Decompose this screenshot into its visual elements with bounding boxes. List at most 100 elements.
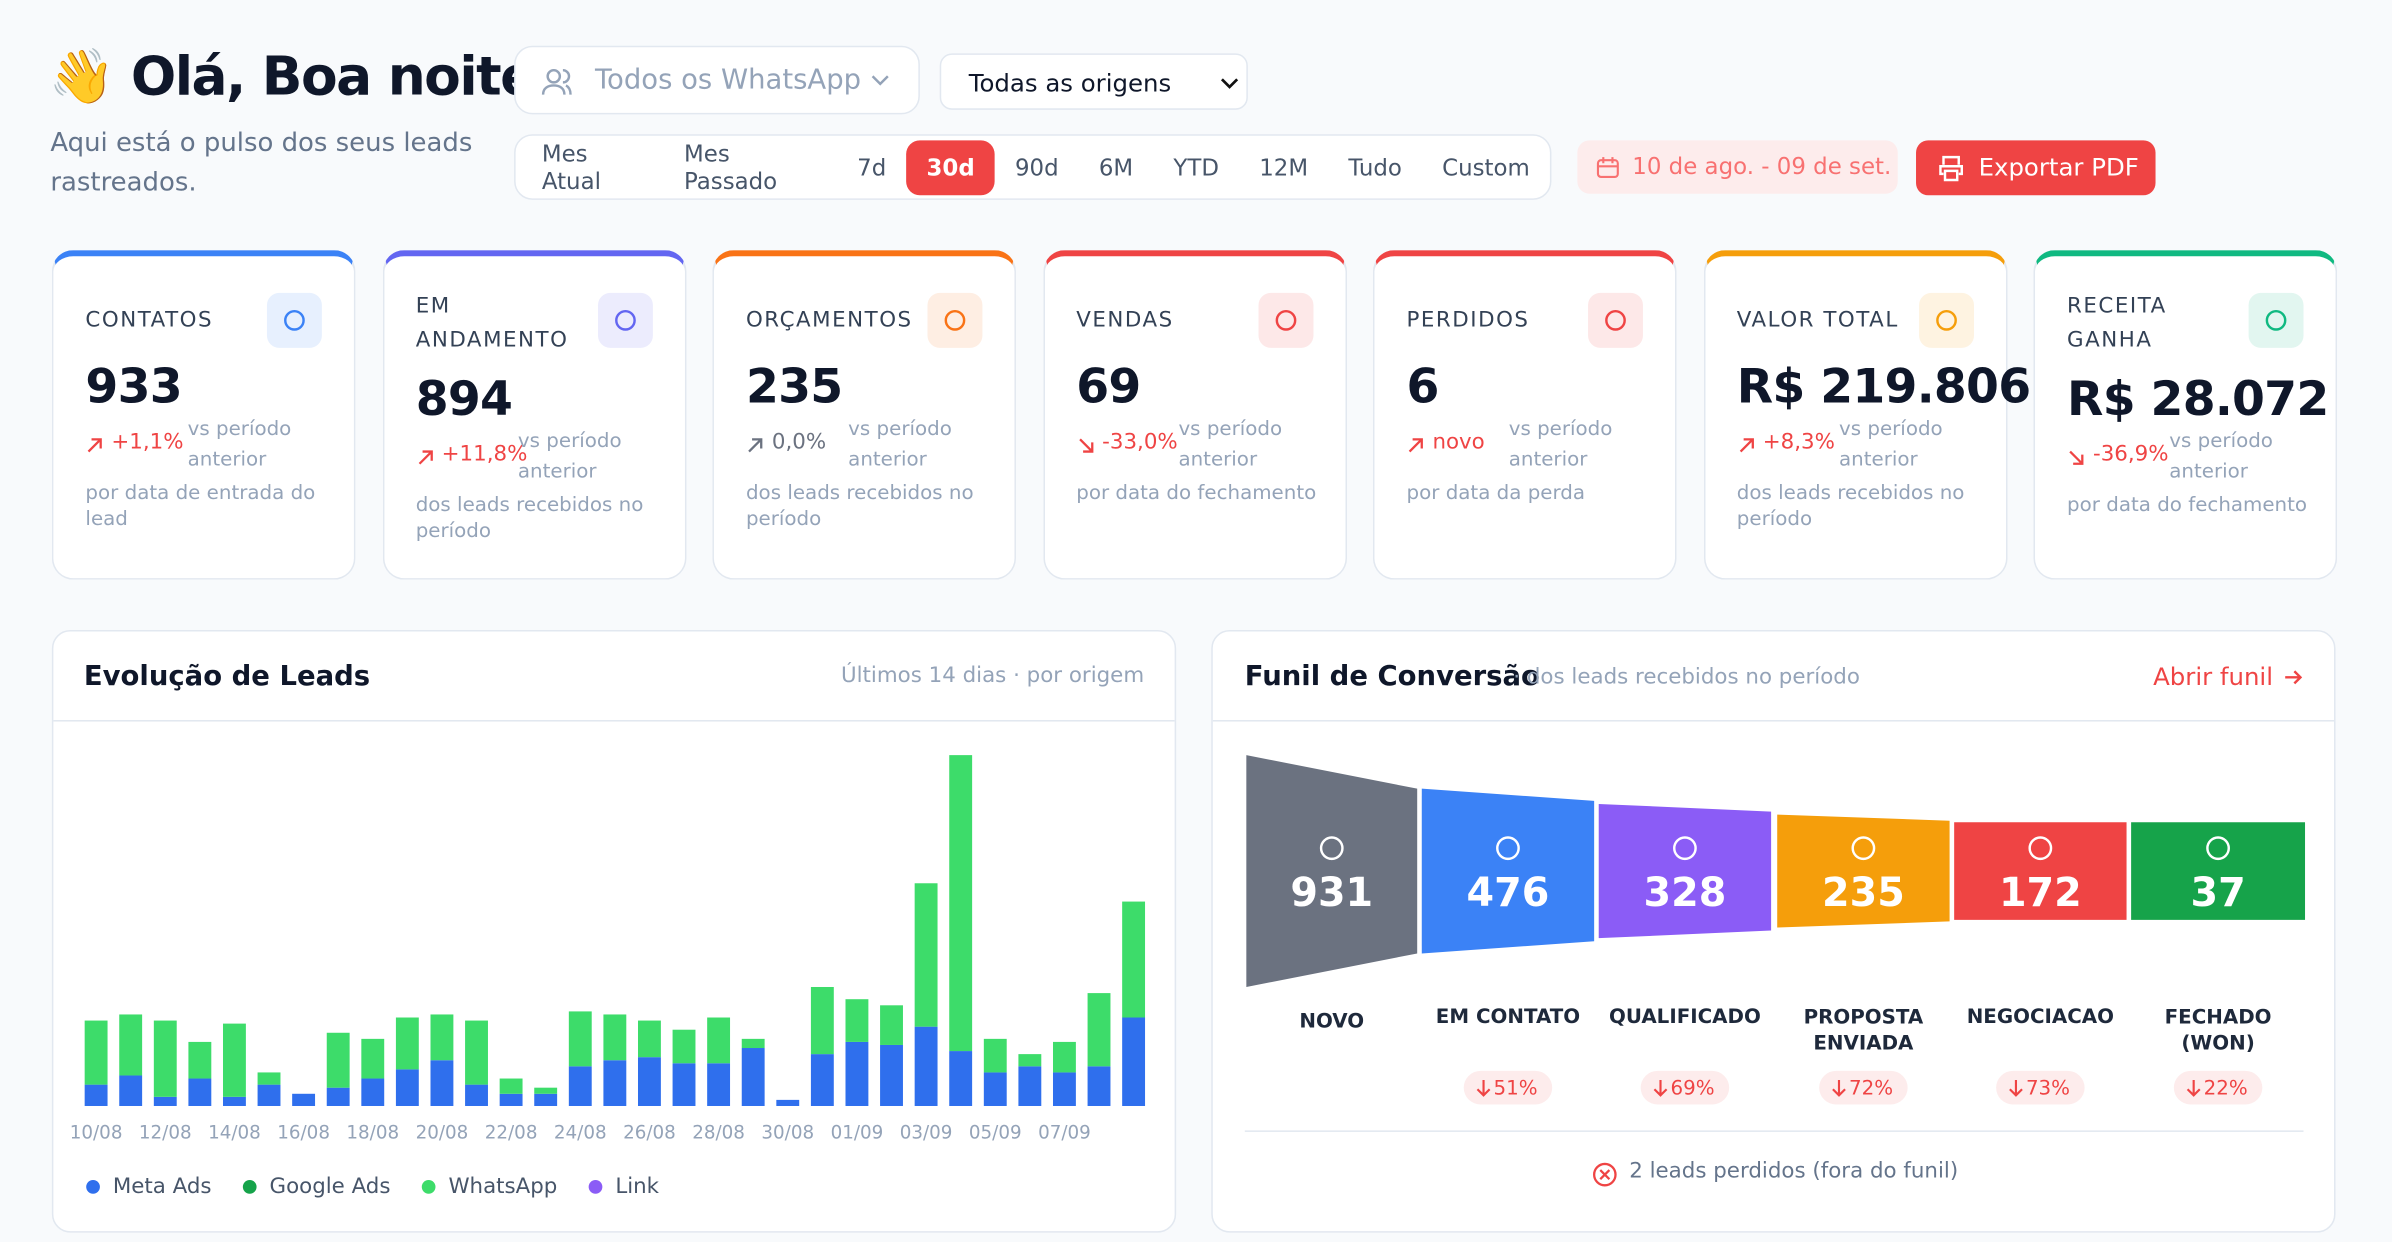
card-value: 6 bbox=[1406, 360, 1440, 415]
legend-dot bbox=[242, 1179, 257, 1194]
bar-segment bbox=[949, 1051, 973, 1106]
x-tick-label: 28/08 bbox=[692, 1122, 745, 1143]
arrow-path bbox=[417, 450, 433, 465]
bar-segment bbox=[914, 883, 938, 1027]
bar-segment bbox=[672, 1063, 696, 1106]
x-tick-label: 07/09 bbox=[1038, 1122, 1091, 1143]
bar-segment bbox=[880, 1044, 903, 1106]
period-option[interactable]: 12M bbox=[1259, 153, 1309, 181]
bar-segment bbox=[637, 1057, 661, 1106]
card-compare: vs período anterior bbox=[1508, 417, 1613, 472]
bar-segment bbox=[465, 1084, 488, 1106]
whatsapp-select[interactable]: Todos os WhatsApp bbox=[514, 45, 920, 115]
x-tick-label: 14/08 bbox=[208, 1122, 261, 1143]
arrow-path bbox=[1078, 438, 1093, 453]
bar-segment bbox=[1052, 1072, 1076, 1106]
bar-segment bbox=[534, 1093, 558, 1106]
card-change: novo bbox=[1432, 430, 1485, 455]
card-icon bbox=[927, 292, 983, 348]
panel-title: Funil de Conversão bbox=[1244, 660, 1540, 693]
stat-card: RECEITA GANHA R$ 28.072 -36,9% vs período a… bbox=[2033, 250, 2338, 580]
card-value: R$ 28.072 bbox=[2067, 372, 2329, 428]
chevron bbox=[871, 75, 889, 86]
date-range[interactable]: 10 de ago. - 09 de set. bbox=[1577, 140, 1898, 194]
x-tick-label: 26/08 bbox=[623, 1122, 676, 1143]
bar-segment bbox=[776, 1099, 800, 1106]
bar-segment bbox=[741, 1048, 765, 1106]
period-option[interactable]: 6M bbox=[1098, 153, 1134, 181]
rate-pill bbox=[1640, 1070, 1730, 1105]
bar-segment bbox=[741, 1038, 765, 1049]
bar-segment bbox=[326, 1087, 350, 1106]
icon-shape bbox=[1935, 309, 1957, 331]
period-option[interactable]: Tudo bbox=[1348, 153, 1402, 181]
stage-rate: 51% bbox=[1494, 1077, 1538, 1100]
period-option[interactable]: YTD bbox=[1173, 153, 1220, 181]
x-tick-label: 16/08 bbox=[277, 1122, 330, 1143]
bar-segment bbox=[1122, 901, 1146, 1018]
origin-select[interactable]: Todas as origens bbox=[939, 53, 1248, 110]
stage-value: 37 bbox=[2190, 870, 2245, 916]
bar-segment bbox=[568, 1066, 592, 1106]
rate-pill bbox=[1463, 1070, 1553, 1105]
trend-arrow bbox=[87, 438, 102, 453]
panel-subtitle: Últimos 14 dias · por origem bbox=[840, 663, 1145, 689]
legend-label: Link bbox=[615, 1174, 659, 1199]
bar-segment bbox=[603, 1014, 627, 1061]
bar-segment bbox=[292, 1093, 316, 1106]
bar-segment bbox=[568, 1011, 592, 1067]
icon-shape bbox=[2265, 309, 2287, 331]
bar-segment bbox=[361, 1038, 385, 1079]
trend-arrow bbox=[1078, 438, 1093, 453]
funnel: 931 NOVO 476 EM CONTATO 51% 328 QUALIFICADO 69%… bbox=[1246, 755, 2306, 1105]
users-icon bbox=[541, 68, 572, 95]
stat-card: CONTATOS 933 +1,1% vs período anterior por d… bbox=[51, 250, 356, 580]
bar-segment bbox=[257, 1084, 281, 1106]
card-icon bbox=[1918, 292, 1974, 348]
stat-card: ORÇAMENTOS 235 0,0% vs período anterior dos … bbox=[712, 250, 1016, 580]
period-bar: Mes Atual Mes Passado 7d 30d 90d 6M YTD 12M Tudo… bbox=[514, 134, 1552, 200]
bar-segment bbox=[153, 1020, 177, 1097]
period-option[interactable]: 90d bbox=[1014, 153, 1059, 181]
stage-label: PROPOSTA ENVIADA bbox=[1804, 1005, 1924, 1054]
bar-segment bbox=[84, 1084, 108, 1106]
rate-pill bbox=[1819, 1070, 1908, 1105]
bar-segment bbox=[880, 1005, 903, 1045]
arrow-path bbox=[1408, 438, 1423, 453]
stage-icon bbox=[1673, 836, 1697, 861]
stage-label: QUALIFICADO bbox=[1609, 1005, 1761, 1028]
card-value: 894 bbox=[415, 372, 513, 428]
greeting: 👋 Olá, Boa noite bbox=[48, 47, 537, 109]
open-funnel-link[interactable]: Abrir funil bbox=[2153, 662, 2273, 692]
period-option[interactable]: 30d bbox=[906, 139, 995, 195]
export-button-text: Exportar PDF bbox=[1978, 152, 2139, 182]
stat-card: EM ANDAMENTO 894 +11,8% vs período anterior… bbox=[382, 250, 686, 580]
stage-icon bbox=[2206, 836, 2230, 861]
icon-glyph bbox=[1274, 309, 1296, 331]
period-option[interactable]: Mes Passado bbox=[683, 139, 778, 195]
period-option[interactable]: Custom bbox=[1442, 153, 1530, 181]
bar-segment bbox=[188, 1041, 212, 1079]
period-option[interactable]: Mes Atual bbox=[541, 139, 601, 195]
x-tick-label: 18/08 bbox=[346, 1122, 399, 1143]
divider bbox=[1212, 720, 2335, 722]
stage-label: NOVO bbox=[1299, 1010, 1364, 1033]
card-change: +8,3% bbox=[1762, 430, 1835, 455]
leads-panel: Evolução de Leads Últimos 14 dias · por … bbox=[51, 630, 1177, 1233]
card-compare: vs período anterior bbox=[1838, 417, 1943, 472]
card-note: por data de entrada do lead bbox=[85, 482, 316, 531]
bar-segment bbox=[914, 1026, 938, 1106]
x-tick-label: 10/08 bbox=[70, 1122, 123, 1143]
stage-label: NEGOCIACAO bbox=[1967, 1005, 2114, 1028]
bar-segment bbox=[395, 1017, 419, 1070]
icon-shape bbox=[1605, 309, 1626, 331]
stage-rate: 69% bbox=[1671, 1077, 1715, 1100]
printer-icon bbox=[1939, 155, 1964, 182]
period-option[interactable]: 7d bbox=[857, 153, 887, 181]
stat-card: PERDIDOS 6 novo vs período anterior por data… bbox=[1372, 250, 1677, 580]
x-tick-label: 30/08 bbox=[761, 1122, 814, 1143]
funnel-stage bbox=[1421, 788, 1595, 954]
export-button[interactable]: Exportar PDF bbox=[1916, 140, 2156, 196]
bar-segment bbox=[326, 1032, 350, 1088]
legend-dot bbox=[588, 1179, 603, 1194]
